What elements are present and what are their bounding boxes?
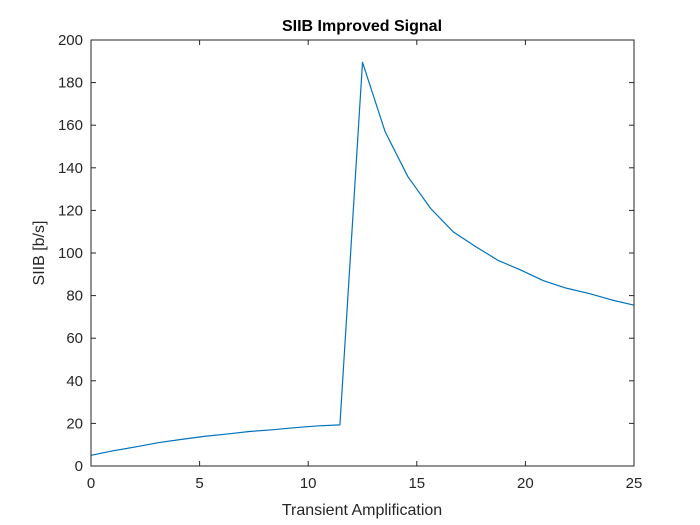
axis-ticks: 0 5 10 15 20 25 0 20 40 60 80 100 120 140 160 180 200	[58, 32, 642, 492]
y-tick-label: 100	[58, 245, 83, 262]
y-tick-label: 200	[58, 32, 83, 49]
y-tick-label: 20	[66, 415, 83, 432]
y-tick-label: 40	[66, 373, 83, 390]
y-tick-label: 180	[58, 75, 83, 92]
x-tick-label: 25	[626, 475, 643, 492]
y-tick-label: 140	[58, 160, 83, 177]
x-tick-label: 5	[195, 475, 203, 492]
x-axis-label: Transient Amplification	[282, 502, 442, 519]
series-line	[90, 61, 635, 456]
y-axis-label: SIIB [b/s]	[31, 221, 48, 286]
y-tick-label: 0	[75, 458, 83, 475]
plot-frame	[90, 39, 635, 467]
y-tick-label: 160	[58, 117, 83, 134]
x-tick-label: 10	[300, 475, 317, 492]
x-tick-label: 0	[87, 475, 95, 492]
x-tick-label: 20	[517, 475, 534, 492]
plot-area	[91, 40, 634, 466]
chart-title: SIIB Improved Signal	[282, 18, 442, 35]
x-tick-label: 15	[408, 475, 425, 492]
y-tick-label: 80	[66, 288, 83, 305]
y-tick-label: 60	[66, 330, 83, 347]
y-tick-label: 120	[58, 202, 83, 219]
